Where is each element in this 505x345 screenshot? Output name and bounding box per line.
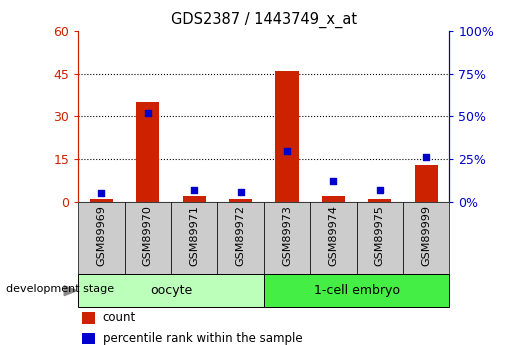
Bar [78, 274, 264, 307]
Bar [229, 199, 252, 202]
Text: 1-cell embryo: 1-cell embryo [314, 284, 399, 297]
Bar [368, 199, 391, 202]
Point [422, 155, 430, 160]
Bar [90, 199, 113, 202]
Point [329, 179, 337, 184]
Title: GDS2387 / 1443749_x_at: GDS2387 / 1443749_x_at [171, 12, 357, 28]
Text: GSM89970: GSM89970 [143, 206, 153, 266]
Text: development stage: development stage [6, 284, 115, 294]
Text: oocyte: oocyte [150, 284, 192, 297]
Bar [415, 165, 438, 202]
Text: GSM89971: GSM89971 [189, 206, 199, 266]
Bar [310, 202, 357, 274]
Point [190, 187, 198, 193]
Bar [82, 333, 95, 344]
Bar [125, 202, 171, 274]
Bar [82, 312, 95, 324]
Bar [264, 274, 449, 307]
Point [283, 148, 291, 154]
Bar [264, 202, 310, 274]
Text: GSM89969: GSM89969 [96, 206, 107, 266]
Text: GSM89999: GSM89999 [421, 206, 431, 266]
Text: count: count [103, 311, 136, 324]
Bar [183, 196, 206, 202]
Text: GSM89974: GSM89974 [328, 206, 338, 266]
Text: GSM89975: GSM89975 [375, 206, 385, 266]
Bar [78, 202, 125, 274]
Text: GSM89973: GSM89973 [282, 206, 292, 266]
Point [376, 187, 384, 193]
Bar [171, 202, 218, 274]
Bar [275, 71, 298, 202]
Bar [322, 196, 345, 202]
Point [144, 110, 152, 116]
Point [97, 190, 106, 196]
Bar [136, 102, 160, 202]
Bar [357, 202, 403, 274]
Text: GSM89972: GSM89972 [236, 206, 245, 266]
Point [237, 189, 245, 194]
Polygon shape [64, 286, 77, 296]
Bar [218, 202, 264, 274]
Bar [403, 202, 449, 274]
Text: percentile rank within the sample: percentile rank within the sample [103, 332, 302, 345]
